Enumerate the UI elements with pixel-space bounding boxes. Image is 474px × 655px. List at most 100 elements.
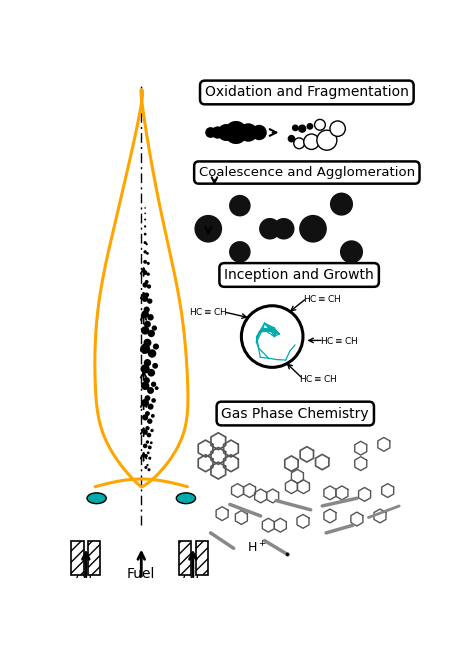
- Circle shape: [145, 395, 150, 401]
- Text: Air: Air: [76, 567, 95, 582]
- Circle shape: [147, 369, 155, 377]
- Circle shape: [144, 454, 148, 458]
- Circle shape: [273, 218, 294, 240]
- Circle shape: [144, 321, 151, 328]
- Ellipse shape: [87, 493, 106, 504]
- Circle shape: [288, 136, 294, 141]
- Circle shape: [144, 339, 152, 346]
- Bar: [88, 540, 100, 575]
- Circle shape: [140, 344, 150, 354]
- Text: Fuel: Fuel: [127, 567, 155, 582]
- Circle shape: [241, 306, 303, 367]
- Circle shape: [211, 126, 224, 139]
- Circle shape: [144, 359, 151, 366]
- Circle shape: [147, 299, 153, 304]
- Circle shape: [205, 127, 216, 138]
- Circle shape: [141, 326, 149, 335]
- Circle shape: [144, 250, 147, 253]
- Circle shape: [142, 296, 148, 302]
- Circle shape: [145, 280, 149, 284]
- Circle shape: [146, 262, 150, 265]
- Circle shape: [148, 457, 151, 460]
- Circle shape: [340, 240, 363, 263]
- Circle shape: [144, 377, 150, 384]
- Circle shape: [194, 215, 222, 242]
- Text: HC$\equiv$CH: HC$\equiv$CH: [189, 307, 228, 318]
- Circle shape: [143, 443, 147, 448]
- Circle shape: [299, 215, 327, 242]
- Circle shape: [304, 134, 319, 149]
- Circle shape: [292, 125, 298, 130]
- Text: Coalescence and Agglomeration: Coalescence and Agglomeration: [199, 166, 415, 179]
- Circle shape: [259, 218, 281, 240]
- Circle shape: [151, 414, 155, 418]
- Circle shape: [147, 403, 154, 409]
- Circle shape: [218, 124, 235, 141]
- Circle shape: [150, 429, 154, 432]
- Circle shape: [144, 293, 149, 297]
- Circle shape: [147, 284, 151, 289]
- Bar: [196, 540, 208, 575]
- Circle shape: [286, 553, 290, 556]
- Circle shape: [146, 272, 150, 276]
- Text: H$^+$: H$^+$: [247, 540, 266, 556]
- Circle shape: [145, 466, 147, 469]
- Circle shape: [146, 252, 149, 255]
- Text: Oxidation and Fragmentation: Oxidation and Fragmentation: [205, 85, 409, 100]
- Circle shape: [317, 130, 337, 150]
- Circle shape: [144, 219, 146, 221]
- Circle shape: [148, 445, 152, 449]
- Circle shape: [144, 241, 146, 244]
- Circle shape: [144, 233, 146, 236]
- Circle shape: [147, 387, 154, 394]
- Circle shape: [251, 125, 267, 140]
- Circle shape: [140, 364, 150, 373]
- Circle shape: [143, 260, 147, 264]
- Text: Air: Air: [183, 567, 202, 582]
- Bar: [71, 540, 83, 575]
- Circle shape: [145, 207, 146, 209]
- Circle shape: [145, 411, 150, 416]
- Circle shape: [307, 124, 313, 129]
- Circle shape: [143, 429, 148, 435]
- Circle shape: [152, 326, 157, 331]
- Circle shape: [315, 119, 325, 130]
- Circle shape: [144, 212, 146, 214]
- Text: HC$\equiv$CH: HC$\equiv$CH: [303, 293, 341, 303]
- Circle shape: [141, 382, 149, 390]
- Circle shape: [147, 451, 150, 454]
- Circle shape: [146, 464, 149, 466]
- Circle shape: [330, 121, 346, 136]
- Circle shape: [294, 138, 304, 149]
- Circle shape: [151, 398, 156, 403]
- Circle shape: [299, 125, 306, 132]
- Circle shape: [225, 121, 247, 144]
- Circle shape: [143, 282, 148, 288]
- Circle shape: [229, 195, 251, 216]
- Circle shape: [152, 363, 158, 369]
- Circle shape: [146, 243, 148, 246]
- Circle shape: [148, 349, 156, 358]
- Circle shape: [150, 441, 153, 444]
- Text: HC$\equiv$CH: HC$\equiv$CH: [320, 335, 358, 346]
- Circle shape: [141, 310, 149, 318]
- Circle shape: [144, 225, 146, 227]
- Text: Inception and Growth: Inception and Growth: [224, 268, 374, 282]
- Circle shape: [147, 419, 153, 424]
- Circle shape: [147, 468, 151, 472]
- Circle shape: [229, 241, 251, 263]
- Bar: [179, 540, 191, 575]
- Circle shape: [151, 382, 156, 387]
- Circle shape: [239, 123, 257, 141]
- Text: HC$\equiv$CH: HC$\equiv$CH: [299, 373, 337, 384]
- Circle shape: [147, 314, 154, 320]
- Circle shape: [144, 307, 150, 312]
- Circle shape: [146, 433, 151, 438]
- Circle shape: [330, 193, 353, 215]
- Circle shape: [143, 271, 147, 275]
- Circle shape: [142, 415, 148, 421]
- Circle shape: [155, 386, 159, 390]
- Circle shape: [153, 343, 159, 350]
- Circle shape: [147, 329, 155, 337]
- Circle shape: [141, 399, 149, 407]
